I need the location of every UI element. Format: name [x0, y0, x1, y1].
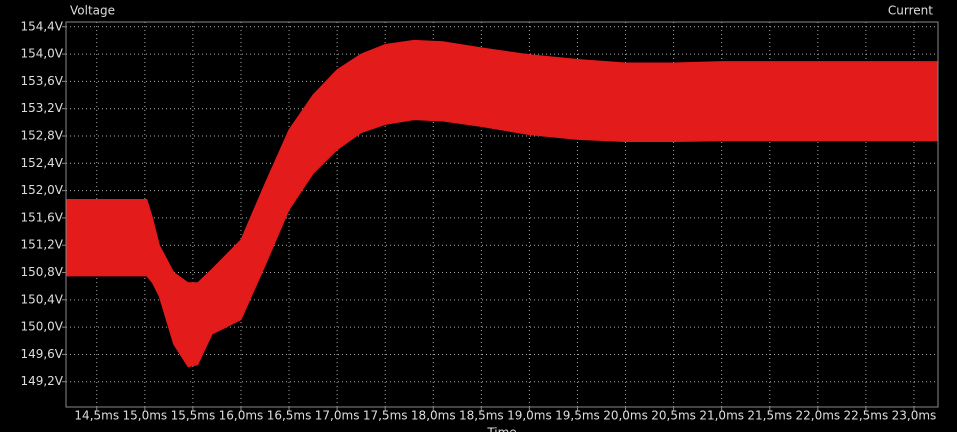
y-tick-label: 153,2V — [20, 101, 63, 115]
x-tick-label: 17,0ms — [315, 409, 360, 423]
x-tick-label: 22,0ms — [795, 409, 840, 423]
x-tick-label: 22,5ms — [844, 409, 889, 423]
y-tick-label: 149,2V — [20, 374, 63, 388]
x-tick-label: 23,0ms — [892, 409, 937, 423]
y-tick-label: 151,6V — [20, 210, 63, 224]
y-tick-label: 149,6V — [20, 347, 63, 361]
y-tick-label: 152,4V — [20, 156, 63, 170]
x-tick-label: 19,0ms — [507, 409, 552, 423]
y-tick-label: 153,6V — [20, 74, 63, 88]
x-tick-label: 15,0ms — [122, 409, 167, 423]
y-tick-label: 154,4V — [20, 19, 63, 33]
x-tick-label: 18,5ms — [459, 409, 504, 423]
y-tick-label: 154,0V — [20, 47, 63, 61]
y2-axis-label: Current — [888, 4, 933, 18]
y-tick-label: 150,4V — [20, 292, 63, 306]
x-tick-label: 21,5ms — [747, 409, 792, 423]
y-tick-label: 150,8V — [20, 265, 63, 279]
x-tick-label: 14,5ms — [74, 409, 119, 423]
x-tick-label: 21,0ms — [699, 409, 744, 423]
plot-border — [65, 21, 939, 408]
x-tick-label: 18,0ms — [411, 409, 456, 423]
y-tick-label: 151,2V — [20, 238, 63, 252]
x-tick-label: 15,5ms — [171, 409, 216, 423]
y-tick-label: 152,0V — [20, 183, 63, 197]
x-tick-label: 20,0ms — [603, 409, 648, 423]
x-tick-label: 17,5ms — [363, 409, 408, 423]
x-tick-label: 16,0ms — [219, 409, 264, 423]
x-tick-label: 19,5ms — [555, 409, 600, 423]
x-tick-label: 20,5ms — [651, 409, 696, 423]
y-axis-label: Voltage — [70, 4, 115, 18]
y-tick-label: 152,8V — [20, 128, 63, 142]
x-axis-label: Time — [486, 426, 516, 432]
y-tick-label: 150,0V — [20, 320, 63, 334]
x-tick-label: 16,5ms — [267, 409, 312, 423]
